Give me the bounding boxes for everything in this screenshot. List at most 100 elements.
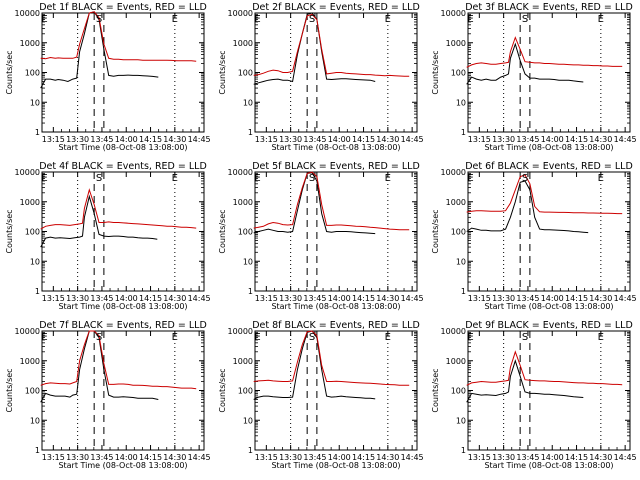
- end-marker-left: E: [467, 14, 473, 25]
- x-tick-label: 14:30: [589, 135, 612, 144]
- events-series-line: [253, 172, 376, 235]
- x-tick-label: 14:45: [614, 294, 637, 303]
- y-axis-label: Counts/sec: [5, 50, 14, 94]
- y-tick-label: 1000: [20, 39, 40, 48]
- lld-series-line: [40, 11, 197, 62]
- end-marker-right: E: [172, 332, 178, 343]
- x-axis-label: Start Time (08-Oct-08 13:08:00): [58, 461, 187, 470]
- events-series-line: [40, 11, 159, 89]
- chart-title: Det 2f BLACK = Events, RED = LLD: [252, 2, 420, 13]
- start-marker: S: [522, 173, 528, 184]
- end-marker-left: E: [254, 14, 260, 25]
- chart-title: Det 5f BLACK = Events, RED = LLD: [252, 161, 420, 172]
- chart-title: Det 4f BLACK = Events, RED = LLD: [39, 161, 207, 172]
- lld-series-line: [40, 330, 197, 390]
- x-tick-label: 14:00: [115, 453, 138, 462]
- panel-2f: Det 2f BLACK = Events, RED = LLD 1 10 100 10…: [218, 2, 424, 152]
- y-tick-label: 1: [248, 128, 253, 137]
- events-series-line: [40, 330, 159, 403]
- y-tick-label: 10000: [228, 327, 253, 336]
- lld-series-line: [253, 13, 410, 77]
- x-tick-label: 13:30: [492, 294, 515, 303]
- x-tick-label: 14:30: [376, 294, 399, 303]
- y-tick-label: 10000: [15, 9, 40, 18]
- y-tick-label: 1000: [233, 357, 253, 366]
- panel-8f: Det 8f BLACK = Events, RED = LLD 1 10 100 10…: [218, 320, 424, 470]
- x-tick-label: 14:00: [115, 135, 138, 144]
- end-marker-right: E: [385, 332, 391, 343]
- x-tick-label: 14:00: [328, 453, 351, 462]
- panel-5f: Det 5f BLACK = Events, RED = LLD 1 10 100 10…: [218, 161, 424, 311]
- end-marker-right: E: [598, 332, 604, 343]
- chart-title: Det 6f BLACK = Events, RED = LLD: [465, 161, 633, 172]
- y-tick-label: 10: [456, 98, 466, 107]
- lld-series-line: [40, 188, 197, 230]
- panel-9f: Det 9f BLACK = Events, RED = LLD 1 10 100 10…: [431, 320, 637, 470]
- end-marker-right: E: [598, 173, 604, 184]
- panel-4f: Det 4f BLACK = Events, RED = LLD 1 10 100 10…: [5, 161, 211, 311]
- y-tick-label: 10: [243, 416, 253, 425]
- end-marker-left: E: [254, 332, 260, 343]
- x-tick-label: 13:45: [303, 453, 326, 462]
- x-tick-label: 14:45: [401, 135, 424, 144]
- x-tick-label: 14:00: [328, 135, 351, 144]
- x-tick-label: 14:15: [139, 453, 162, 462]
- x-axis-label: Start Time (08-Oct-08 13:08:00): [271, 143, 400, 152]
- x-axis-label: Start Time (08-Oct-08 13:08:00): [484, 461, 613, 470]
- x-tick-label: 14:15: [352, 294, 375, 303]
- x-tick-label: 14:45: [401, 453, 424, 462]
- end-marker-right: E: [385, 14, 391, 25]
- x-tick-label: 13:45: [303, 294, 326, 303]
- start-marker: S: [309, 14, 315, 25]
- end-marker-left: E: [467, 332, 473, 343]
- chart-title: Det 7f BLACK = Events, RED = LLD: [39, 320, 207, 331]
- y-tick-label: 1: [461, 128, 466, 137]
- x-tick-label: 14:15: [352, 453, 375, 462]
- x-tick-label: 13:15: [468, 453, 491, 462]
- panel-7f: Det 7f BLACK = Events, RED = LLD 1 10 100 10…: [5, 320, 211, 470]
- x-tick-label: 13:15: [255, 294, 278, 303]
- end-marker-right: E: [172, 173, 178, 184]
- y-tick-label: 10: [243, 98, 253, 107]
- y-tick-label: 100: [451, 387, 466, 396]
- y-tick-label: 100: [451, 228, 466, 237]
- start-marker: S: [96, 173, 102, 184]
- x-axis-label: Start Time (08-Oct-08 13:08:00): [58, 302, 187, 311]
- x-tick-label: 14:30: [589, 453, 612, 462]
- x-tick-label: 14:45: [188, 294, 211, 303]
- start-marker: S: [309, 332, 315, 343]
- end-marker-left: E: [41, 332, 47, 343]
- x-tick-label: 14:15: [565, 294, 588, 303]
- x-tick-label: 14:15: [565, 453, 588, 462]
- y-axis-label: Counts/sec: [218, 50, 227, 94]
- x-tick-label: 13:30: [492, 135, 515, 144]
- panel-6f: Det 6f BLACK = Events, RED = LLD 1 10 100 10…: [431, 161, 637, 311]
- y-tick-label: 1: [35, 287, 40, 296]
- chart-title: Det 9f BLACK = Events, RED = LLD: [465, 320, 633, 331]
- plot-frame: [467, 171, 631, 292]
- x-tick-label: 14:15: [565, 135, 588, 144]
- y-axis-label: Counts/sec: [218, 209, 227, 253]
- x-tick-label: 13:45: [303, 135, 326, 144]
- y-tick-label: 1000: [233, 39, 253, 48]
- x-tick-label: 14:15: [139, 294, 162, 303]
- x-tick-label: 14:15: [352, 135, 375, 144]
- y-tick-label: 100: [238, 228, 253, 237]
- y-tick-label: 1000: [233, 198, 253, 207]
- lld-series-line: [466, 36, 623, 68]
- y-tick-label: 10: [30, 416, 40, 425]
- y-tick-label: 10000: [228, 9, 253, 18]
- x-tick-label: 14:45: [614, 135, 637, 144]
- y-tick-label: 1: [248, 446, 253, 455]
- plot-frame: [41, 12, 205, 133]
- start-marker: S: [96, 14, 102, 25]
- y-tick-label: 1000: [446, 39, 466, 48]
- x-tick-label: 13:15: [255, 453, 278, 462]
- y-tick-label: 1000: [20, 357, 40, 366]
- y-tick-label: 1000: [446, 198, 466, 207]
- chart-title: Det 1f BLACK = Events, RED = LLD: [39, 2, 207, 13]
- x-tick-label: 14:00: [541, 453, 564, 462]
- y-tick-label: 100: [25, 69, 40, 78]
- plot-frame: [254, 330, 418, 451]
